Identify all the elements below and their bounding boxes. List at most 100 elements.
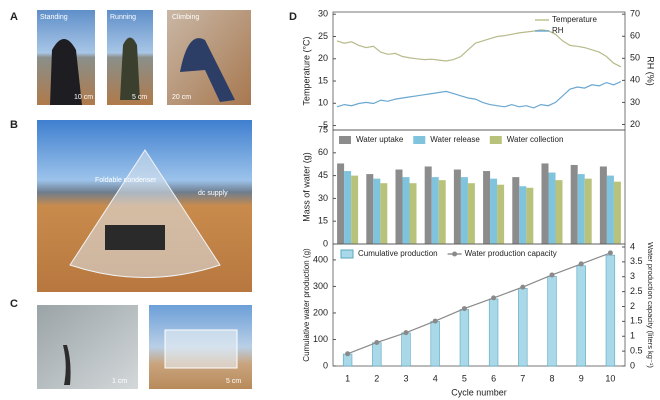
bar [541,163,549,244]
bar [548,172,556,244]
bar [599,166,607,244]
legend-swatch [452,251,458,257]
y2-tick-label: 60 [630,31,640,41]
bar [526,187,534,244]
y2-axis-label: Water production capacity (liters kg⁻¹) [646,242,655,368]
bar [606,175,614,244]
scale-label: 5 cm [132,94,147,101]
person [120,37,140,100]
x-tick-label: 1 [345,373,350,383]
panel-label: B [10,119,18,131]
y2-tick-label: 2.5 [630,286,643,296]
bar [570,164,578,244]
y-tick-label: 25 [318,31,328,41]
bar [337,163,345,244]
bar [380,183,388,244]
bar [402,177,410,244]
legend-swatch [489,136,502,144]
line-marker [549,272,555,278]
bar [372,342,382,367]
photo-caption: Standing [40,14,68,21]
y-tick-label: 200 [313,307,328,317]
bar [519,186,527,244]
y-tick-label: 30 [318,193,328,203]
y-tick-label: 0 [323,360,328,370]
bar [460,177,468,244]
bar [424,166,432,244]
y-tick-label: 60 [318,147,328,157]
photo [37,305,138,389]
legend-label: Cumulative production [358,249,438,258]
jars [164,329,238,369]
y2-tick-label: 3 [630,271,635,281]
line-marker [578,261,584,267]
y2-tick-label: 0 [630,360,635,370]
y-tick-label: 75 [318,124,328,134]
line-marker [461,306,467,312]
y-tick-label: 400 [313,254,328,264]
person [50,39,82,105]
legend-label: Temperature [552,15,597,24]
bar [409,183,417,244]
line-marker [607,250,613,256]
y-tick-label: 5 [323,120,328,130]
bar [512,177,520,244]
panel-label: A [10,11,18,23]
bar [438,180,446,244]
person [180,38,235,102]
line-marker [403,330,409,336]
line-marker [345,351,351,357]
bar [430,321,440,367]
bar [576,265,586,367]
bar [459,309,470,367]
y2-tick-label: 1 [630,331,635,341]
bar [605,254,616,367]
bar [497,184,505,244]
annotation: Foldable condenser [95,177,157,184]
y2-tick-label: 70 [630,9,640,19]
x-tick-label: 2 [374,373,379,383]
legend-label: Water uptake [356,135,404,144]
y2-tick-label: 30 [630,97,640,107]
x-tick-label: 3 [403,373,408,383]
annotation: dc supply [198,190,228,197]
legend-label: Water production capacity [465,249,557,258]
y-tick-label: 15 [318,75,328,85]
scale-label: 5 cm [226,378,241,385]
legend-swatch [339,136,351,144]
legend-label: RH [552,26,564,35]
x-tick-label: 9 [579,373,584,383]
y2-tick-label: 2 [630,301,635,311]
y-axis-label: Temperature (°C) [301,36,311,105]
y2-tick-label: 20 [630,119,640,129]
y-tick-label: 0 [323,238,328,248]
y2-tick-label: 1.5 [630,316,643,326]
bar [373,178,381,244]
droplet [63,345,71,385]
legend-swatch [340,249,354,259]
bar [490,178,498,244]
y-tick-label: 15 [318,216,328,226]
y2-tick-label: 3.5 [630,256,643,266]
bar [366,174,374,244]
bar [401,332,411,367]
bar [613,181,621,244]
x-tick-label: 5 [462,373,467,383]
bar [467,183,475,244]
y-tick-label: 20 [318,53,328,63]
bar [577,174,585,244]
bar [518,287,528,367]
y-tick-label: 100 [313,334,328,344]
line-marker [374,339,380,345]
y-tick-label: 45 [318,170,328,180]
legend-label: Water collection [507,135,564,144]
panel-label: C [10,298,18,310]
series-line [336,80,622,109]
y-axis-label: Cumulative water production (g) [302,248,311,362]
series-line [347,252,611,355]
photo-caption: Climbing [172,14,199,21]
bar [344,171,352,244]
y2-tick-label: 0.5 [630,345,643,355]
bar [584,178,592,244]
